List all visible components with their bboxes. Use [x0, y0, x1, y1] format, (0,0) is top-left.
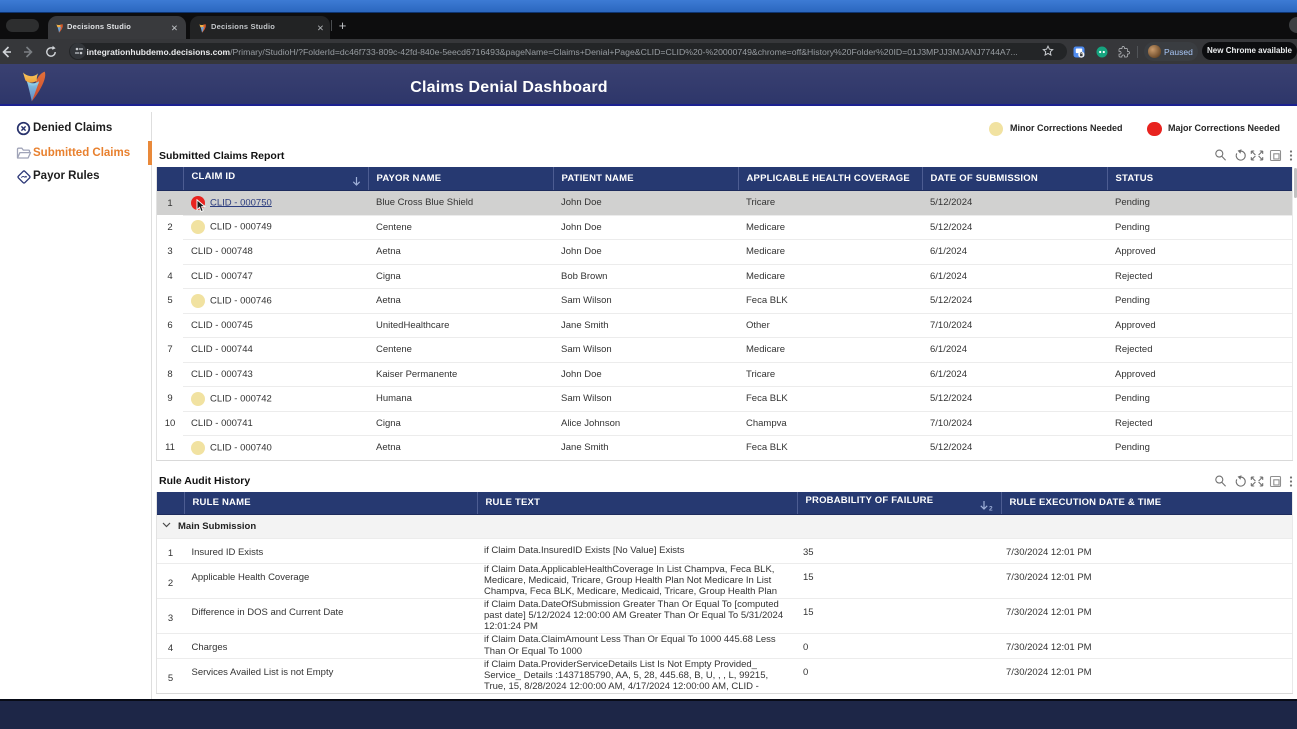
svg-text:2: 2: [989, 505, 993, 511]
